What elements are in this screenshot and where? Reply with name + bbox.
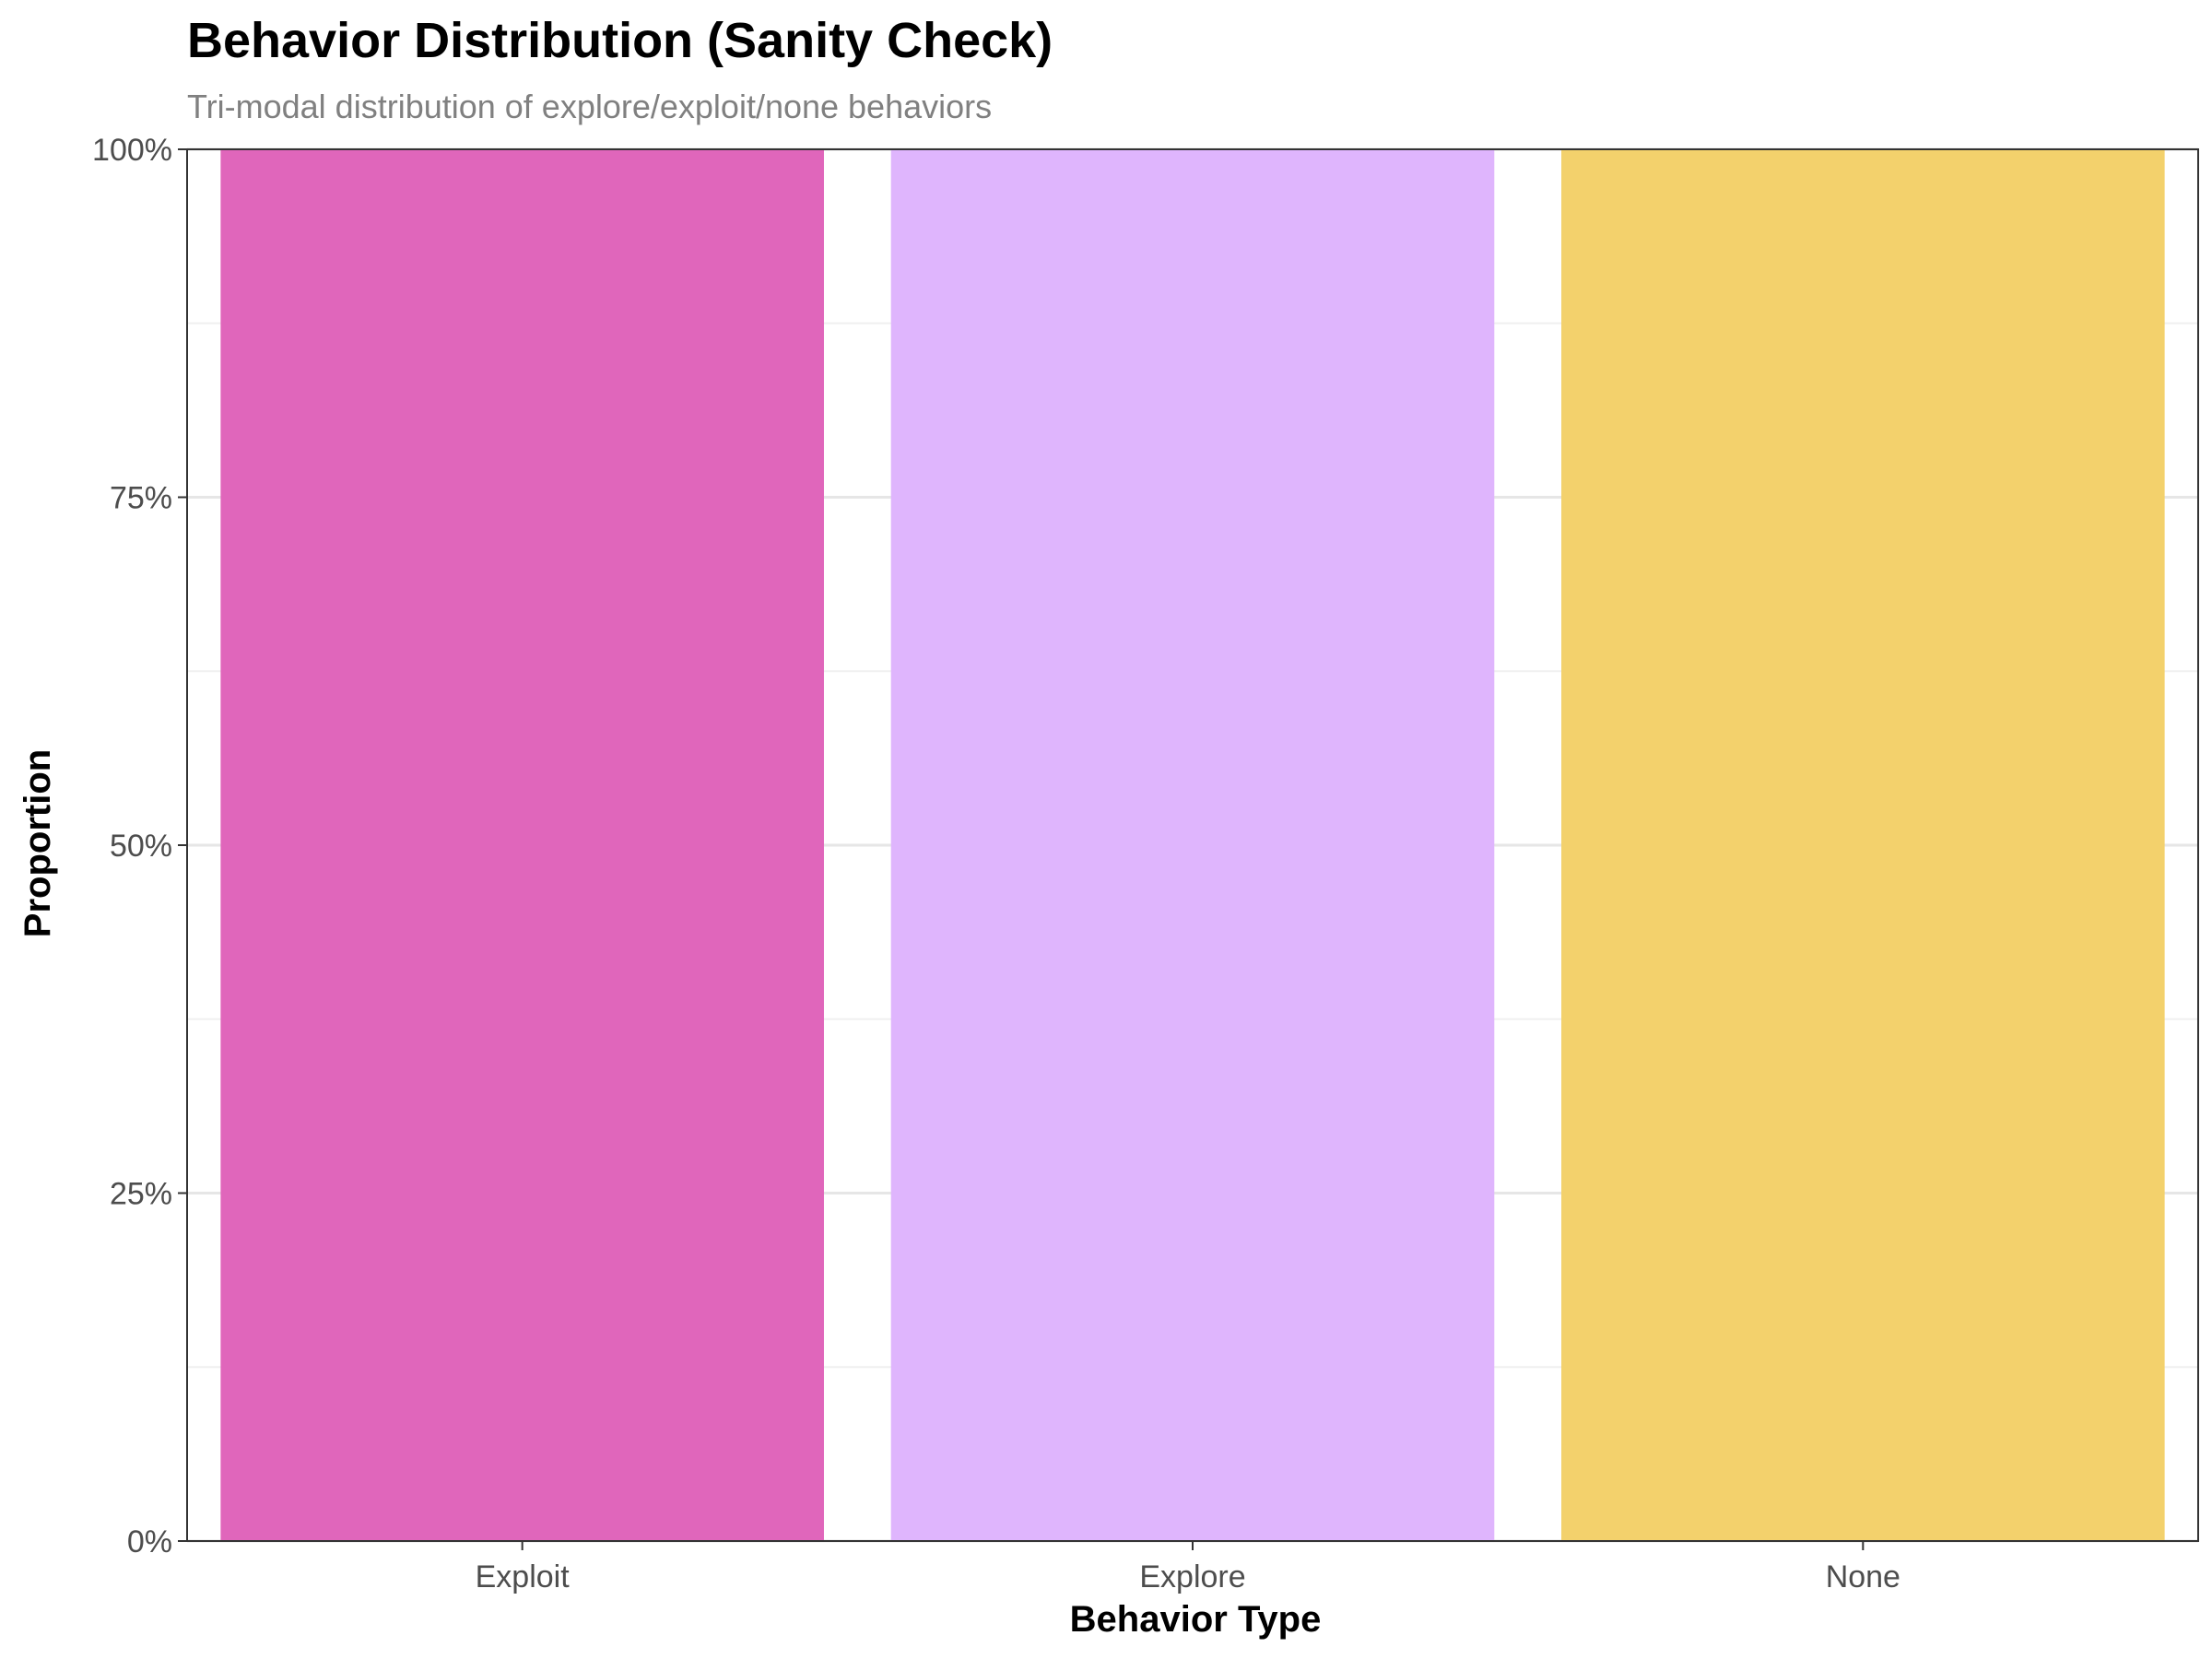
bar-none	[1561, 149, 2165, 1541]
y-axis-ticks: 0% 25% 50% 75% 100%	[92, 133, 187, 1559]
y-axis-title: Proportion	[18, 749, 58, 937]
x-axis-ticks: Exploit Explore None	[476, 1541, 1900, 1594]
y-tick-label: 100%	[92, 133, 172, 168]
y-tick-label: 25%	[110, 1177, 172, 1212]
x-tick-label-none: None	[1826, 1559, 1900, 1594]
bar-explore	[890, 149, 1495, 1541]
chart-subtitle: Tri-modal distribution of explore/exploi…	[187, 88, 992, 125]
x-tick-label-exploit: Exploit	[476, 1559, 571, 1594]
bars	[220, 149, 2165, 1541]
y-tick-label: 0%	[127, 1524, 172, 1559]
y-tick-label: 75%	[110, 481, 172, 516]
y-tick-label: 50%	[110, 829, 172, 864]
x-tick-label-explore: Explore	[1139, 1559, 1245, 1594]
chart-title: Behavior Distribution (Sanity Check)	[187, 13, 1053, 68]
bar-exploit	[220, 149, 824, 1541]
x-axis-title: Behavior Type	[1070, 1599, 1322, 1640]
